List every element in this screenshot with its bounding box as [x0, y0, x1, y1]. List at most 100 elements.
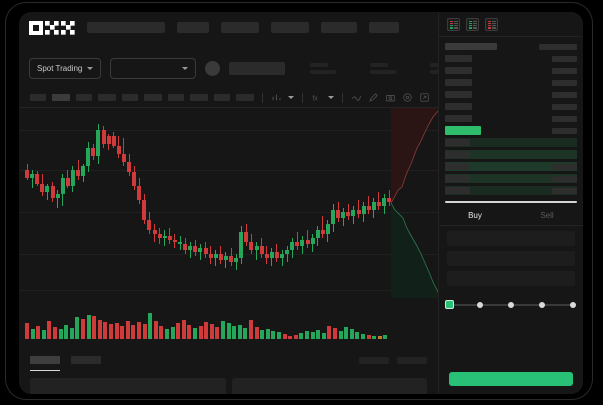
candle-wick	[189, 242, 191, 258]
candle-body	[387, 198, 392, 202]
candle-body	[127, 162, 131, 172]
pencil-icon[interactable]	[368, 92, 379, 103]
ob-icon-line	[492, 25, 496, 27]
candle-body	[356, 210, 361, 214]
timeframe-1mo[interactable]	[214, 94, 230, 101]
volume-bar-31	[198, 326, 203, 339]
bottom-action-1[interactable]	[359, 356, 389, 364]
candle-wick	[296, 232, 298, 250]
candle-body	[285, 250, 290, 254]
camera-icon[interactable]	[385, 92, 396, 103]
amount-percent-slider[interactable]	[445, 300, 576, 310]
volume-bar-39	[243, 328, 248, 339]
tab-order-history[interactable]	[71, 356, 101, 364]
timeframe-30m[interactable]	[98, 94, 116, 101]
volume-bar-43	[265, 329, 270, 339]
slider-stop-50[interactable]	[508, 301, 514, 308]
slider-stop-0-handle[interactable]	[445, 300, 454, 309]
candle-body	[234, 258, 239, 262]
orderbook-layout-asks-icon[interactable]	[485, 18, 498, 31]
timeframe-15m[interactable]	[76, 94, 92, 101]
timeframe-1d[interactable]	[168, 94, 184, 101]
nav-item-4-placeholder[interactable]	[321, 22, 357, 33]
place-order-button[interactable]	[449, 372, 573, 386]
amount-field[interactable]	[447, 251, 575, 266]
orderbook-header-row[interactable]	[445, 42, 577, 51]
orderbook-layout-both-icon[interactable]	[447, 18, 460, 31]
candle-body	[162, 236, 167, 238]
orderbook-layout-bids-icon[interactable]	[466, 18, 479, 31]
orderbook-ask-row-0[interactable]	[445, 54, 577, 63]
price-field[interactable]	[447, 231, 575, 246]
volume-bar-33	[209, 324, 214, 339]
trading-mode-dropdown[interactable]: Spot Trading	[29, 57, 102, 79]
timeframe-1w[interactable]	[190, 94, 208, 101]
okx-logo[interactable]	[29, 20, 75, 35]
candle-body	[371, 202, 376, 210]
volume-bar-50	[305, 331, 309, 339]
indicator-icon[interactable]: fx	[311, 92, 322, 103]
tab-open-orders[interactable]	[30, 356, 60, 371]
orderbook-ask-row-2[interactable]	[445, 78, 577, 87]
nav-item-2-placeholder[interactable]	[221, 22, 259, 33]
tab-sell[interactable]: Sell	[540, 211, 554, 220]
timeframe-5m[interactable]	[52, 94, 70, 101]
line-tool-icon[interactable]	[351, 92, 362, 103]
tab-buy[interactable]: Buy	[468, 211, 482, 220]
orderbook-amount-cell	[552, 103, 577, 110]
pair-select[interactable]	[110, 57, 197, 79]
toolbar-divider	[302, 92, 303, 103]
candle-body	[96, 130, 101, 156]
chart-type-chevron-icon[interactable]	[288, 96, 294, 99]
orderbook-bid-row-2[interactable]	[445, 162, 577, 171]
timeframe-more[interactable]	[236, 94, 254, 101]
bottom-action-2[interactable]	[397, 356, 427, 364]
timeframe-1h[interactable]	[122, 94, 138, 101]
candle-body	[346, 212, 351, 216]
ob-icon-line	[487, 27, 491, 29]
price-candlestick-chart[interactable]	[19, 108, 438, 298]
orderbook-ask-row-3[interactable]	[445, 90, 577, 99]
orderbook-bid-row-4[interactable]	[445, 186, 577, 195]
candle-wick	[199, 244, 201, 260]
order-book[interactable]	[439, 37, 583, 195]
settings-icon[interactable]	[402, 92, 413, 103]
nav-item-1-placeholder[interactable]	[177, 22, 209, 33]
candle-body	[366, 206, 371, 210]
timeframe-1m[interactable]	[30, 94, 46, 101]
timeframe-4h[interactable]	[144, 94, 162, 101]
nav-item-3-placeholder[interactable]	[271, 22, 309, 33]
nav-search-placeholder[interactable]	[87, 22, 165, 33]
candle-wick	[281, 250, 283, 266]
bottom-panel-left[interactable]	[30, 378, 226, 394]
stat-last-price	[310, 62, 337, 74]
fullscreen-icon[interactable]	[419, 92, 430, 103]
candle-wick	[31, 170, 33, 188]
total-field[interactable]	[447, 271, 575, 286]
orderbook-bid-row-3[interactable]	[445, 174, 577, 183]
candle-body	[336, 210, 341, 218]
orderbook-bid-row-0[interactable]	[445, 138, 577, 147]
candle-body	[254, 246, 259, 250]
candle-body	[65, 178, 70, 186]
slider-stop-100[interactable]	[570, 301, 576, 308]
slider-stop-75[interactable]	[539, 301, 545, 308]
ob-icon-col	[473, 20, 477, 29]
nav-item-5-placeholder[interactable]	[369, 22, 399, 33]
orderbook-ask-row-1[interactable]	[445, 66, 577, 75]
orderbook-bid-row-1[interactable]	[445, 150, 577, 159]
orderbook-amount-cell	[552, 67, 577, 74]
orderbook-ask-row-4[interactable]	[445, 102, 577, 111]
buy-sell-tabs: Buy Sell	[439, 208, 583, 226]
chart-type-icon[interactable]	[271, 92, 282, 103]
slider-stop-25[interactable]	[477, 301, 483, 308]
bottom-panel-right[interactable]	[231, 378, 427, 394]
candle-body	[91, 148, 96, 156]
candle-body	[274, 252, 279, 258]
orderbook-ask-row-5[interactable]	[445, 114, 577, 123]
volume-bar-7	[64, 325, 69, 339]
indicator-chevron-icon[interactable]	[328, 96, 334, 99]
volume-bar-35	[221, 321, 225, 339]
orderbook-price-cell	[445, 139, 470, 146]
orderbook-last-price-row[interactable]	[445, 126, 577, 135]
